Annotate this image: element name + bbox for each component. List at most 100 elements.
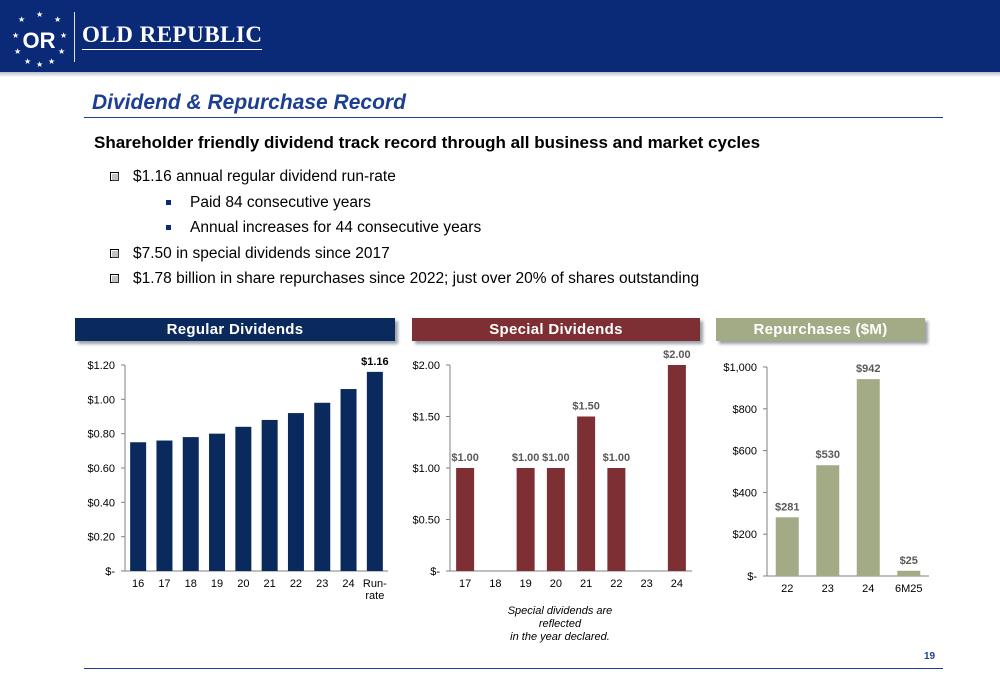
- svg-text:★: ★: [58, 47, 65, 56]
- bar: [366, 371, 383, 571]
- footnote-line: Special dividends are reflected: [507, 605, 613, 630]
- x-tick-label: 21: [580, 578, 592, 590]
- bullet-item: $1.16 annual regular dividend run-rate: [110, 166, 699, 192]
- data-label: $281: [775, 501, 799, 513]
- special-dividends-footnote: Special dividends are reflected in the y…: [490, 605, 630, 644]
- repurchases-header: Repurchases ($M): [716, 318, 925, 341]
- sub-bullet-item: Paid 84 consecutive years: [110, 192, 699, 218]
- bar: [287, 413, 304, 571]
- data-label: $530: [816, 449, 840, 461]
- title-rule: [84, 117, 943, 118]
- square-bullet-icon: [166, 225, 171, 230]
- y-tick-label: $800: [733, 404, 757, 416]
- bullet-text: Annual increases for 44 consecutive year…: [190, 219, 482, 236]
- bar: [856, 379, 880, 576]
- svg-text:★: ★: [14, 47, 21, 56]
- bar: [775, 517, 799, 576]
- sub-bullet-item: Annual increases for 44 consecutive year…: [110, 217, 699, 243]
- data-label: $1.00: [451, 452, 479, 464]
- old-republic-logo-icon: ★ ★ ★ ★ ★ ★ ★ ★ ★ ★ OR: [12, 10, 67, 68]
- page-title: Dividend & Repurchase Record: [92, 91, 406, 114]
- y-tick-label: $0.50: [412, 515, 440, 527]
- data-label: $25: [900, 555, 918, 567]
- bullet-text: $1.16 annual regular dividend run-rate: [133, 168, 396, 185]
- special-dividends-header: Special Dividends: [412, 318, 700, 341]
- x-tick-label: 21: [264, 578, 276, 590]
- y-tick-label: $-: [105, 566, 115, 578]
- svg-text:★: ★: [36, 60, 43, 68]
- repurchases-chart: $- $200 $400 $600 $800 $1,000 $281 22 $530 23 $942…: [723, 362, 929, 595]
- logo-divider: [74, 12, 75, 62]
- svg-text:★: ★: [36, 10, 43, 19]
- x-tick-label: 18: [185, 578, 197, 590]
- bar: [156, 440, 173, 571]
- bar: [456, 468, 475, 571]
- x-tick-label: 18: [489, 578, 501, 590]
- y-tick-label: $1.20: [87, 360, 115, 372]
- bar: [314, 402, 331, 571]
- checkbox-bullet-icon: [110, 274, 119, 283]
- x-tick-label: 23: [316, 578, 328, 590]
- svg-text:★: ★: [24, 57, 31, 66]
- regular-dividends-chart: $- $0.20 $0.40 $0.60 $0.80 $1.00 $1.20 16 17 18 19…: [87, 356, 389, 602]
- x-tick-label: 22: [610, 578, 622, 590]
- checkbox-bullet-icon: [110, 172, 119, 181]
- x-tick-label: 22: [290, 578, 302, 590]
- data-label: $2.00: [663, 349, 691, 361]
- x-tick-label: Run-: [363, 578, 387, 590]
- header-shadow: [0, 72, 1000, 77]
- y-tick-label: $2.00: [412, 360, 440, 372]
- x-tick-label: 20: [237, 578, 249, 590]
- bar: [182, 437, 199, 571]
- checkbox-bullet-icon: [110, 248, 119, 258]
- x-tick-label: 23: [822, 583, 834, 595]
- y-tick-label: $-: [430, 566, 440, 578]
- special-dividends-chart: $- $0.50 $1.00 $1.50 $2.00 $1.00 17 18 $1.00 19 $1…: [412, 349, 692, 590]
- bar: [209, 433, 226, 571]
- svg-text:★: ★: [12, 31, 19, 40]
- x-tick-label: 23: [641, 578, 653, 590]
- bottom-rule: [84, 668, 943, 669]
- x-tick-label: 17: [158, 578, 170, 590]
- x-tick-label: 22: [781, 583, 793, 595]
- svg-text:★: ★: [60, 31, 67, 40]
- x-tick-label: 24: [342, 578, 354, 590]
- subtitle: Shareholder friendly dividend track reco…: [94, 133, 761, 152]
- svg-text:★: ★: [48, 57, 55, 66]
- data-label: $1.00: [542, 452, 570, 464]
- regular-dividends-header: Regular Dividends: [75, 318, 395, 341]
- bar: [340, 389, 357, 571]
- y-tick-label: $400: [733, 487, 757, 499]
- x-tick-label: 6M25: [895, 583, 923, 595]
- y-tick-label: $0.20: [87, 532, 115, 544]
- page-number: 19: [924, 651, 936, 662]
- bar: [516, 468, 535, 571]
- x-tick-label: 24: [862, 583, 874, 595]
- bullet-item: $1.78 billion in share repurchases since…: [110, 268, 699, 294]
- bullet-list: $1.16 annual regular dividend run-rate P…: [110, 166, 699, 294]
- y-tick-label: $200: [733, 529, 757, 541]
- square-bullet-icon: [166, 199, 171, 205]
- x-tick-label: 24: [671, 578, 683, 590]
- bar: [667, 365, 686, 571]
- y-tick-label: $0.60: [87, 463, 115, 475]
- data-label: $1.16: [361, 356, 389, 368]
- data-label: $1.00: [603, 452, 631, 464]
- x-tick-label: rate: [365, 590, 384, 602]
- x-tick-label: 19: [520, 578, 532, 590]
- bar: [235, 426, 252, 571]
- y-tick-label: $1.00: [87, 394, 115, 406]
- svg-text:OR: OR: [23, 28, 56, 53]
- svg-text:★: ★: [18, 15, 25, 24]
- bar: [897, 570, 921, 576]
- bar: [546, 468, 565, 571]
- footnote-line: in the year declared.: [510, 631, 610, 643]
- y-tick-label: $1.50: [412, 412, 440, 424]
- y-tick-label: $600: [733, 446, 757, 458]
- y-tick-label: $1,000: [723, 362, 757, 374]
- y-tick-label: $1.00: [412, 463, 440, 475]
- brand-name: OLD REPUBLIC: [82, 22, 263, 50]
- x-tick-label: 19: [211, 578, 223, 590]
- x-tick-label: 17: [459, 578, 471, 590]
- bar: [261, 419, 278, 571]
